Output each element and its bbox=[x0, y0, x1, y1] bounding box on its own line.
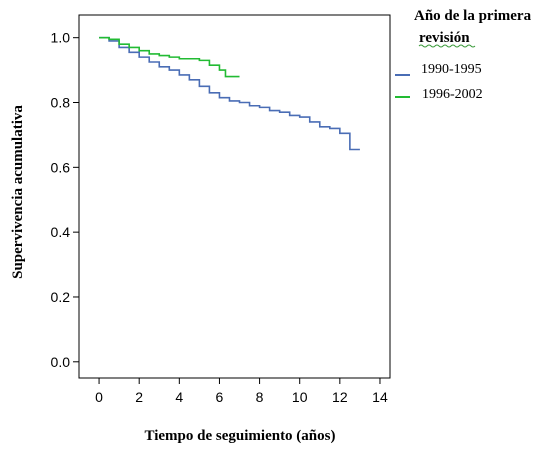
legend-label-1990-1995: 1990-1995 bbox=[421, 62, 482, 77]
series-line-1996-2002 bbox=[99, 36, 240, 78]
y-tick-label: 1.0 bbox=[51, 30, 71, 46]
series-layer bbox=[99, 36, 360, 151]
series-line-1990-1995 bbox=[99, 36, 360, 151]
legend-title-line1: Año de la primera bbox=[414, 8, 532, 24]
x-tick-label: 2 bbox=[135, 389, 143, 405]
y-tick-label: 0.4 bbox=[51, 224, 71, 240]
y-axis: 0.0 0.2 0.4 0.6 0.8 1.0 bbox=[51, 30, 79, 370]
x-axis: 0 2 4 6 8 10 12 14 bbox=[95, 378, 388, 405]
legend-label-1996-2002: 1996-2002 bbox=[422, 87, 483, 102]
x-tick-label: 4 bbox=[175, 389, 183, 405]
x-tick-label: 10 bbox=[292, 389, 308, 405]
x-tick-label: 8 bbox=[256, 389, 264, 405]
x-axis-title: Tiempo de seguimiento (años) bbox=[145, 428, 336, 444]
y-tick-label: 0.0 bbox=[51, 354, 71, 370]
x-tick-label: 12 bbox=[332, 389, 348, 405]
x-tick-label: 14 bbox=[372, 389, 388, 405]
x-tick-label: 0 bbox=[95, 389, 103, 405]
y-axis-title: Supervivencia acumulativa bbox=[10, 105, 26, 279]
y-tick-label: 0.8 bbox=[51, 95, 71, 111]
legend-title-line2: revisión bbox=[419, 30, 470, 46]
y-tick-label: 0.2 bbox=[51, 289, 71, 305]
legend: Año de la primera revisión 1990-1995 199… bbox=[395, 8, 532, 102]
plot-frame bbox=[78, 14, 391, 379]
y-tick-label: 0.6 bbox=[51, 159, 71, 175]
x-tick-label: 6 bbox=[216, 389, 224, 405]
legend-title-underline bbox=[418, 44, 476, 48]
